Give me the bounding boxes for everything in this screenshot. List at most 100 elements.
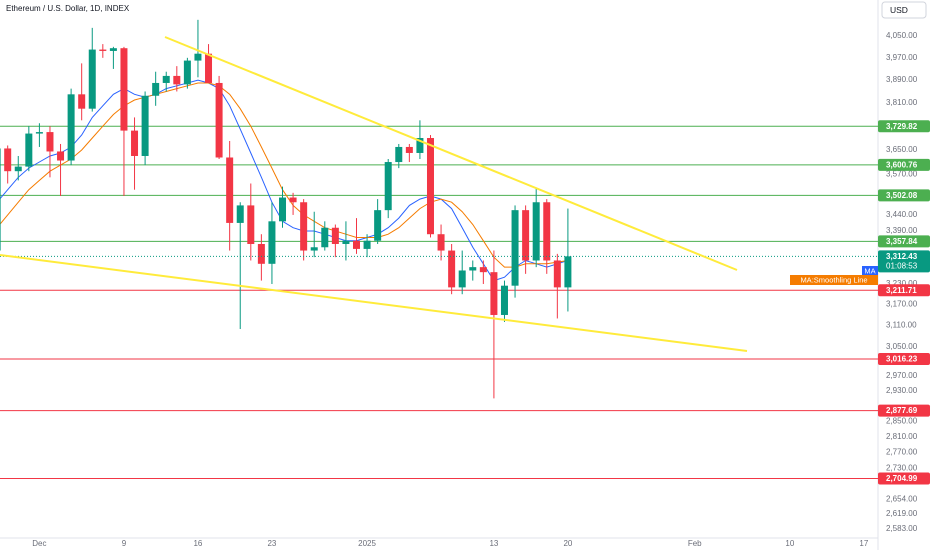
candle-body [564,256,572,288]
x-tick-label: 9 [122,539,127,548]
y-tick-label: 2,770.00 [886,448,918,457]
y-tick-label: 3,650.00 [886,145,918,154]
candle-body [522,210,530,261]
candle-body [120,48,128,131]
level-tag-label: 3,600.76 [886,160,918,169]
y-tick-label: 2,850.00 [886,416,918,425]
candle-body [78,94,86,109]
price-axis: 4,050.00 3,970.00 3,890.00 3,810.00 3,650.00… [32,31,930,548]
level-tag-label: 3,502.08 [886,191,918,200]
candle-body [405,146,413,153]
candle-body [46,132,54,152]
candle-body [289,197,297,203]
candle-body [162,75,170,83]
candle-body [247,205,255,244]
x-tick-label: 10 [785,539,794,548]
currency-label[interactable]: USD [890,5,908,15]
candle-body [511,210,519,286]
candle-body [458,270,466,288]
candle-body [353,240,360,249]
trend-line [0,254,748,352]
y-tick-label: 3,050.00 [886,342,918,351]
candle-body [469,267,477,271]
y-tick-label: 2,619.00 [886,509,918,518]
chart-title: Ethereum / U.S. Dollar, 1D, INDEX [6,4,130,13]
level-tag [878,404,930,417]
candle-body [88,49,96,109]
y-tick-label: 3,890.00 [886,75,918,84]
candle-body [543,202,551,261]
candle-body [205,53,213,83]
candle-body [236,205,244,223]
candle-body [553,260,561,288]
x-tick-label: 13 [489,539,498,548]
candle-body [4,148,12,172]
last-price-label: 3,312.43 [886,252,918,261]
candle-body [173,75,181,85]
candle-body [374,210,382,241]
candle-body [183,60,191,85]
candle-body [321,227,329,248]
currency-button[interactable] [881,1,927,19]
y-tick-label: 2,654.00 [886,494,918,503]
x-tick-label: 2025 [358,539,376,548]
y-tick-label: 3,230.00 [886,279,918,288]
candle-body [500,285,508,315]
level-tag [878,189,930,202]
ma-tag [790,275,878,285]
candle-body [152,82,160,96]
level-tag [878,120,930,133]
last-price-tag [878,250,930,273]
candle-body [0,148,1,251]
y-tick-label: 3,810.00 [886,98,918,107]
candle-body [437,234,445,251]
candle-body [300,202,308,251]
y-tick-label: 2,970.00 [886,371,918,380]
x-tick-label: 17 [859,539,868,548]
level-tag [878,472,930,485]
y-tick-label: 4,050.00 [886,31,918,40]
candle-body [35,132,43,134]
level-tag [878,235,930,248]
candle-body [268,221,276,264]
candle-body [279,197,287,222]
candle-body [14,166,22,172]
candle-body [257,243,265,264]
candle-body [490,272,498,315]
countdown-label: 01:08:53 [886,261,918,270]
level-tag-label: 3,211.71 [886,286,917,295]
candle-body [109,48,117,51]
y-tick-label: 3,110.00 [886,321,917,330]
candle-body [342,240,350,244]
y-tick-label: 3,440.00 [886,210,918,219]
y-tick-label: 3,170.00 [886,300,918,309]
candle-body [215,82,223,158]
candle-body [479,267,487,273]
x-tick-label: 20 [563,539,572,548]
x-tick-label: 16 [193,539,202,548]
candle-body [131,130,139,156]
y-tick-label: 3,970.00 [886,53,918,62]
y-tick-label: 3,570.00 [886,169,918,178]
plot-area [0,19,878,479]
candle-body [426,138,434,235]
y-tick-label: 2,583.00 [886,524,918,533]
level-tag-label: 2,877.69 [886,406,918,415]
candle-body [384,162,392,211]
candle-body [448,250,456,288]
x-tick-label: Dec [32,539,46,548]
candle-body [395,146,403,163]
level-tag [878,158,930,171]
candle-body [416,138,424,153]
level-tag-label: 2,704.99 [886,474,918,483]
x-tick-label: Feb [688,539,702,548]
candle-body [67,94,75,161]
candle-body [310,247,318,251]
trend-line [164,36,738,271]
candle-body [99,49,107,51]
y-tick-label: 3,390.00 [886,226,918,235]
level-tag-label: 3,357.84 [886,237,918,246]
level-tag-label: 3,729.82 [886,122,918,131]
ma-tag-label: MA [864,266,875,275]
y-tick-label: 2,810.00 [886,432,918,441]
